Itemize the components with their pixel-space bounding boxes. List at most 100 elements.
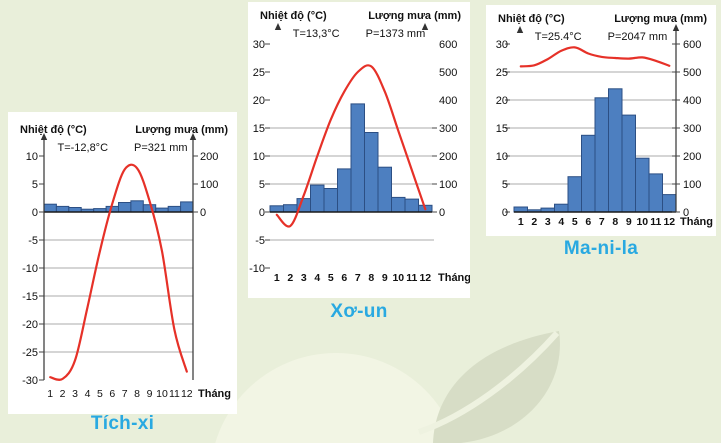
svg-text:15: 15 (253, 123, 265, 135)
precip-axis-label: Lượng mưa (mm) (614, 13, 707, 25)
svg-text:5: 5 (32, 179, 38, 191)
svg-text:30: 30 (253, 39, 265, 51)
svg-text:3: 3 (545, 216, 551, 228)
svg-text:6: 6 (585, 216, 591, 228)
svg-text:Tháng: Tháng (198, 388, 231, 400)
svg-text:6: 6 (341, 272, 347, 284)
svg-text:500: 500 (683, 67, 701, 79)
svg-text:9: 9 (626, 216, 632, 228)
svg-text:300: 300 (683, 123, 701, 135)
svg-text:2: 2 (531, 216, 537, 228)
svg-text:0: 0 (439, 207, 445, 219)
total-precipitation-annotation: P=2047 mm (607, 31, 668, 43)
svg-text:9: 9 (382, 272, 388, 284)
svg-text:0: 0 (32, 207, 38, 219)
svg-text:200: 200 (200, 151, 218, 163)
svg-text:-10: -10 (22, 263, 38, 275)
svg-text:25: 25 (496, 67, 508, 79)
svg-text:3: 3 (72, 388, 78, 400)
svg-text:5: 5 (259, 179, 265, 191)
svg-text:10: 10 (496, 151, 508, 163)
svg-text:25: 25 (253, 67, 265, 79)
svg-text:Tháng: Tháng (438, 272, 470, 284)
svg-text:9: 9 (147, 388, 153, 400)
svg-text:100: 100 (683, 179, 701, 191)
svg-text:15: 15 (496, 123, 508, 135)
svg-text:8: 8 (612, 216, 618, 228)
svg-text:4: 4 (558, 216, 564, 228)
svg-text:600: 600 (683, 39, 701, 51)
svg-text:10: 10 (253, 151, 265, 163)
svg-text:10: 10 (156, 388, 168, 400)
svg-text:4: 4 (314, 272, 320, 284)
precip-axis-label: Lượng mưa (mm) (135, 124, 228, 136)
svg-text:2: 2 (60, 388, 66, 400)
svg-text:8: 8 (134, 388, 140, 400)
svg-text:0: 0 (683, 207, 689, 219)
temp-axis-label: Nhiệt độ (°C) (20, 124, 87, 136)
svg-text:5: 5 (502, 179, 508, 191)
mean-temperature-annotation: T=25.4°C (534, 31, 582, 43)
svg-text:600: 600 (439, 39, 457, 51)
mean-temperature-annotation: T=13,3°C (292, 28, 340, 40)
svg-text:8: 8 (368, 272, 374, 284)
svg-text:20: 20 (253, 95, 265, 107)
svg-text:7: 7 (599, 216, 605, 228)
precip-axis-label: Lượng mưa (mm) (368, 10, 461, 22)
svg-text:0: 0 (502, 207, 508, 219)
svg-text:7: 7 (355, 272, 361, 284)
svg-text:1: 1 (274, 272, 280, 284)
svg-text:400: 400 (439, 95, 457, 107)
svg-text:11: 11 (169, 388, 180, 400)
decorative-leaf (418, 331, 560, 443)
svg-text:100: 100 (439, 179, 457, 191)
svg-text:5: 5 (97, 388, 103, 400)
total-precipitation-annotation: P=1373 mm (365, 28, 426, 40)
svg-text:-15: -15 (22, 291, 38, 303)
svg-text:12: 12 (419, 272, 431, 284)
total-precipitation-annotation: P=321 mm (134, 142, 188, 154)
svg-text:1: 1 (47, 388, 53, 400)
svg-text:500: 500 (439, 67, 457, 79)
svg-text:20: 20 (496, 95, 508, 107)
chart-title-xo-un: Xơ-un (330, 301, 388, 322)
chart-title-tich-xi: Tích-xi (90, 413, 155, 434)
temp-axis-label: Nhiệt độ (°C) (498, 13, 565, 25)
svg-text:4: 4 (85, 388, 91, 400)
mean-temperature-annotation: T=-12,8°C (57, 142, 109, 154)
svg-text:3: 3 (301, 272, 307, 284)
svg-text:5: 5 (328, 272, 334, 284)
svg-text:-10: -10 (249, 263, 265, 275)
temp-axis-label: Nhiệt độ (°C) (260, 10, 327, 22)
svg-text:-5: -5 (255, 235, 265, 247)
svg-text:-5: -5 (28, 235, 38, 247)
svg-text:-20: -20 (22, 319, 38, 331)
svg-text:0: 0 (200, 207, 206, 219)
svg-text:2: 2 (287, 272, 293, 284)
svg-text:30: 30 (496, 39, 508, 51)
svg-text:10: 10 (636, 216, 648, 228)
svg-text:7: 7 (122, 388, 128, 400)
chart-title-ma-ni-la: Ma-ni-la (563, 238, 639, 259)
svg-text:11: 11 (650, 216, 661, 228)
svg-text:200: 200 (439, 151, 457, 163)
svg-text:-25: -25 (22, 347, 38, 359)
climate-panel-tich-xi: Nhiệt độ (°C) Lượng mưa (mm) T=-12,8°C P… (8, 112, 237, 414)
svg-text:-30: -30 (22, 375, 38, 387)
svg-text:300: 300 (439, 123, 457, 135)
svg-text:12: 12 (663, 216, 675, 228)
climate-panel-ma-ni-la: Nhiệt độ (°C) Lượng mưa (mm) T=25.4°C P=… (486, 5, 716, 236)
svg-text:10: 10 (26, 151, 38, 163)
climate-panel-xo-un: Nhiệt độ (°C) Lượng mưa (mm) T=13,3°C P=… (248, 2, 470, 298)
svg-text:12: 12 (181, 388, 193, 400)
svg-text:1: 1 (518, 216, 524, 228)
svg-text:100: 100 (200, 179, 218, 191)
svg-text:Tháng: Tháng (680, 216, 713, 228)
svg-text:200: 200 (683, 151, 701, 163)
svg-text:0: 0 (259, 207, 265, 219)
svg-text:6: 6 (109, 388, 115, 400)
